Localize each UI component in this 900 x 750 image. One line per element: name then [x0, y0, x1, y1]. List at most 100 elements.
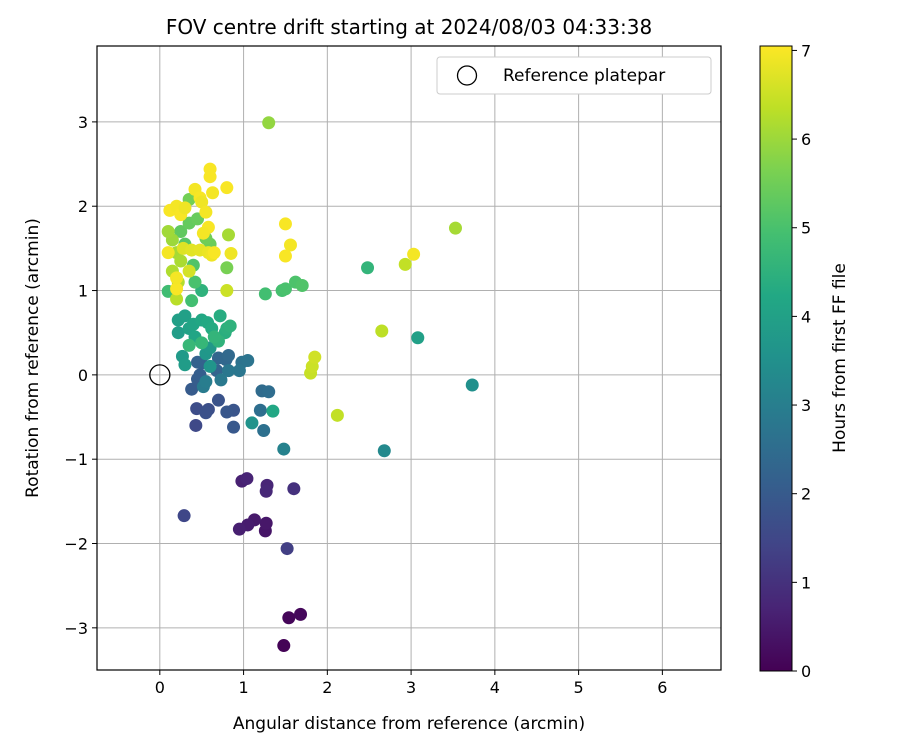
data-point: [287, 482, 301, 496]
data-point: [189, 418, 203, 432]
colorbar-tick-label: 6: [801, 130, 811, 149]
data-point: [220, 405, 234, 419]
colorbar-tick-label: 0: [801, 662, 811, 681]
data-point: [170, 282, 184, 296]
data-point: [220, 261, 234, 275]
data-point: [182, 338, 196, 352]
data-point: [182, 264, 196, 278]
x-tick-label: 6: [657, 678, 667, 697]
data-point: [222, 364, 236, 378]
colorbar-label: Hours from first FF file: [830, 263, 850, 453]
data-point: [178, 309, 192, 323]
data-point: [161, 225, 175, 239]
data-point: [211, 393, 225, 407]
y-tick-label: −3: [64, 619, 88, 638]
data-point: [177, 509, 191, 523]
data-point: [222, 348, 236, 362]
data-point: [222, 228, 236, 242]
colorbar: [759, 45, 793, 672]
data-point: [294, 607, 308, 621]
x-tick-label: 0: [155, 678, 165, 697]
data-point: [232, 364, 246, 378]
data-point: [295, 278, 309, 292]
data-points: [161, 116, 479, 653]
data-point: [375, 324, 389, 338]
grid-lines: [97, 46, 721, 670]
y-tick-label: 0: [78, 366, 88, 385]
data-point: [220, 181, 234, 195]
data-point: [203, 162, 217, 176]
colorbar-tick-label: 4: [801, 307, 811, 326]
data-point: [203, 359, 217, 373]
data-point: [170, 292, 184, 306]
data-point: [207, 246, 221, 260]
plot-frame: [96, 45, 722, 671]
data-point: [171, 326, 185, 340]
y-tick-label: 1: [78, 282, 88, 301]
data-point: [278, 217, 292, 231]
legend-label: Reference platepar: [503, 66, 665, 86]
data-point: [191, 355, 205, 369]
data-point: [227, 420, 241, 434]
data-point: [377, 444, 391, 458]
data-point: [259, 516, 273, 530]
data-point: [240, 472, 254, 486]
data-point: [407, 247, 421, 261]
chart-title: FOV centre drift starting at 2024/08/03 …: [166, 15, 652, 39]
data-point: [245, 416, 259, 430]
reference-point: [149, 364, 171, 386]
data-point: [308, 350, 322, 364]
data-point: [199, 375, 213, 389]
data-point: [206, 186, 220, 200]
data-point: [266, 404, 280, 418]
data-point: [465, 378, 479, 392]
colorbar-tick-label: 2: [801, 485, 811, 504]
colorbar-tick-label: 1: [801, 573, 811, 592]
data-point: [277, 442, 291, 456]
y-axis-ticks: −3 −2 −1 0 1 2 3: [64, 113, 97, 638]
y-tick-label: 2: [78, 197, 88, 216]
data-point: [213, 309, 227, 323]
legend-box: [436, 56, 712, 95]
data-point: [262, 385, 276, 399]
data-point: [253, 403, 267, 417]
data-point: [280, 542, 294, 556]
data-point: [188, 275, 202, 289]
reference-marker: [149, 364, 171, 386]
colorbar-ticks: 0 1 2 3 4 5 6 7: [792, 41, 811, 681]
data-point: [199, 406, 213, 420]
legend-marker: [456, 65, 478, 86]
colorbar-tick-label: 3: [801, 396, 811, 415]
data-point: [277, 639, 291, 653]
data-point: [161, 246, 175, 260]
y-axis-label: Rotation from reference (arcmin): [23, 218, 43, 498]
data-point: [174, 225, 188, 239]
data-point: [283, 238, 297, 252]
x-tick-label: 1: [238, 678, 248, 697]
data-point: [195, 336, 209, 350]
colorbar-tick-label: 7: [801, 41, 811, 60]
data-point: [207, 330, 221, 344]
data-point: [174, 254, 188, 268]
data-point: [195, 195, 209, 209]
x-tick-label: 4: [490, 678, 500, 697]
data-point: [257, 424, 271, 438]
data-point: [196, 226, 210, 240]
data-point: [330, 408, 344, 422]
data-point: [258, 287, 272, 301]
data-point: [398, 257, 412, 271]
data-point: [185, 294, 199, 308]
data-point: [361, 261, 375, 275]
x-tick-label: 5: [574, 678, 584, 697]
x-axis-label: Angular distance from reference (arcmin): [233, 714, 585, 734]
data-point: [223, 319, 237, 333]
data-point: [232, 522, 246, 536]
data-point: [185, 382, 199, 396]
data-point: [241, 354, 255, 368]
legend: Reference platepar: [436, 56, 712, 95]
data-point: [178, 201, 192, 215]
x-tick-label: 2: [322, 678, 332, 697]
data-point: [259, 484, 273, 498]
x-axis-ticks: 0 1 2 3 4 5 6: [155, 670, 667, 697]
